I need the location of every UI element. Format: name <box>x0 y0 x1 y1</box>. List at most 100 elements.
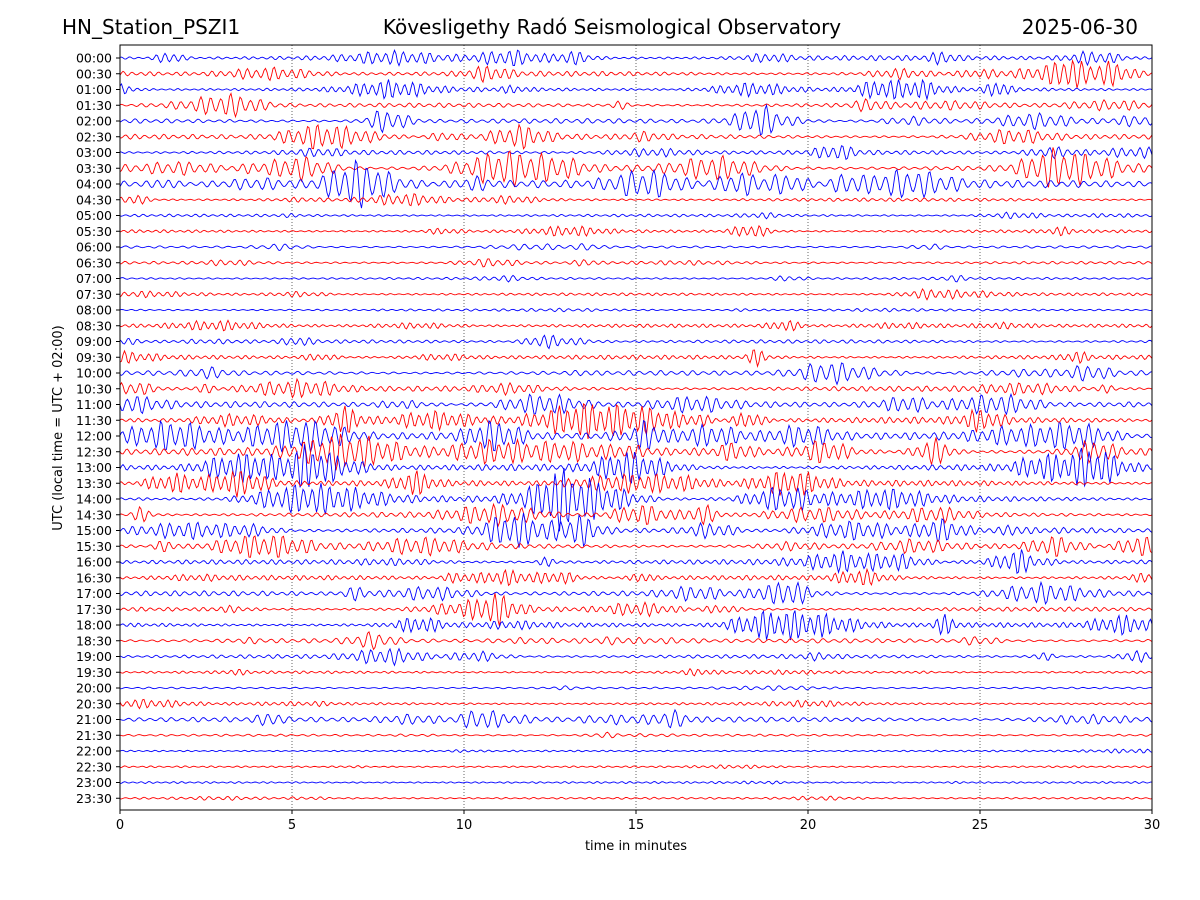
trace-0100 <box>119 78 1153 101</box>
y-tick-label-8: 04:00 <box>76 177 112 192</box>
y-tick-label-6: 03:00 <box>76 145 112 160</box>
x-tick-label-6: 30 <box>1144 818 1161 833</box>
trace-2300 <box>119 780 1153 785</box>
trace-1630 <box>119 567 1153 587</box>
trace-0930 <box>119 349 1153 368</box>
y-tick-label-11: 05:30 <box>76 224 112 239</box>
trace-2200 <box>119 748 1153 754</box>
y-tick-label-18: 09:00 <box>76 334 112 349</box>
y-tick-label-5: 02:30 <box>76 129 112 144</box>
trace-0800 <box>119 307 1153 313</box>
trace-0230 <box>119 123 1153 150</box>
trace-2130 <box>119 731 1153 739</box>
y-tick-label-15: 07:30 <box>76 287 112 302</box>
trace-1200 <box>119 419 1153 453</box>
record-date: 2025-06-30 <box>1021 15 1138 39</box>
y-tick-label-35: 17:30 <box>76 602 112 617</box>
trace-1500 <box>119 512 1153 548</box>
station-name: HN_Station_PSZI1 <box>62 15 241 39</box>
y-tick-label-33: 16:30 <box>76 570 112 585</box>
y-tick-label-14: 07:00 <box>76 271 112 286</box>
y-tick-label-28: 14:00 <box>76 492 112 507</box>
y-axis: 00:0000:3001:0001:3002:0002:3003:0003:30… <box>76 51 120 806</box>
y-tick-label-24: 12:00 <box>76 429 112 444</box>
y-tick-label-27: 13:30 <box>76 476 112 491</box>
y-tick-label-42: 21:00 <box>76 712 112 727</box>
trace-1300 <box>119 444 1153 488</box>
y-tick-label-40: 20:00 <box>76 681 112 696</box>
trace-1800 <box>119 609 1153 641</box>
y-tick-label-10: 05:00 <box>76 208 112 223</box>
x-axis-label: time in minutes <box>585 839 687 854</box>
trace-0830 <box>119 319 1153 332</box>
trace-0730 <box>119 287 1153 301</box>
trace-1030 <box>119 377 1153 399</box>
trace-1130 <box>119 402 1153 440</box>
y-tick-label-31: 15:30 <box>76 539 112 554</box>
trace-1700 <box>119 580 1153 606</box>
y-tick-label-20: 10:00 <box>76 366 112 381</box>
trace-0530 <box>119 224 1153 238</box>
trace-0500 <box>119 211 1153 220</box>
trace-1330 <box>119 470 1153 498</box>
trace-0000 <box>119 49 1153 67</box>
x-tick-label-4: 20 <box>800 818 817 833</box>
y-tick-label-12: 06:00 <box>76 240 112 255</box>
trace-1100 <box>119 392 1153 416</box>
trace-1000 <box>119 362 1153 386</box>
y-tick-label-25: 12:30 <box>76 444 112 459</box>
trace-1600 <box>119 549 1153 575</box>
trace-0700 <box>119 274 1153 283</box>
y-tick-label-1: 00:30 <box>76 66 112 81</box>
y-tick-label-17: 08:30 <box>76 318 112 333</box>
trace-0430 <box>119 193 1153 207</box>
y-tick-label-13: 06:30 <box>76 255 112 270</box>
trace-1930 <box>119 667 1153 677</box>
y-tick-label-47: 23:30 <box>76 791 112 806</box>
trace-2230 <box>119 764 1153 770</box>
y-tick-label-4: 02:00 <box>76 114 112 129</box>
x-axis: 0 5 10 15 20 25 30 <box>116 810 1160 833</box>
trace-2030 <box>119 698 1153 710</box>
y-tick-label-45: 22:30 <box>76 759 112 774</box>
observatory-title: Kövesligethy Radó Seismological Observat… <box>382 15 842 39</box>
trace-1230 <box>119 433 1153 471</box>
y-tick-label-26: 13:00 <box>76 460 112 475</box>
y-tick-label-30: 15:00 <box>76 523 112 538</box>
y-tick-label-44: 22:00 <box>76 744 112 759</box>
x-tick-label-3: 15 <box>628 818 645 833</box>
y-axis-label: UTC (local time = UTC + 02:00) <box>51 325 66 530</box>
y-tick-label-41: 20:30 <box>76 696 112 711</box>
trace-0130 <box>119 92 1153 119</box>
trace-0600 <box>119 242 1153 252</box>
x-tick-label-2: 10 <box>456 818 473 833</box>
trace-0300 <box>119 145 1153 161</box>
y-tick-label-9: 04:30 <box>76 192 112 207</box>
trace-0630 <box>119 258 1153 268</box>
x-tick-label-5: 25 <box>972 818 989 833</box>
y-tick-label-21: 10:30 <box>76 381 112 396</box>
y-tick-label-38: 19:00 <box>76 649 112 664</box>
trace-1900 <box>119 647 1153 667</box>
trace-0200 <box>119 103 1153 136</box>
trace-1430 <box>119 502 1153 528</box>
y-tick-label-16: 08:00 <box>76 303 112 318</box>
trace-0900 <box>119 334 1153 350</box>
seismic-traces <box>119 49 1153 801</box>
trace-0400 <box>119 158 1153 209</box>
y-tick-label-34: 17:00 <box>76 586 112 601</box>
y-tick-label-37: 18:30 <box>76 633 112 648</box>
y-tick-label-7: 03:30 <box>76 161 112 176</box>
y-tick-label-29: 14:30 <box>76 507 112 522</box>
x-tick-label-0: 0 <box>116 818 124 833</box>
trace-0030 <box>119 59 1153 89</box>
trace-2100 <box>119 708 1153 729</box>
trace-0330 <box>119 147 1153 188</box>
y-tick-label-2: 01:00 <box>76 82 112 97</box>
y-tick-label-36: 18:00 <box>76 618 112 633</box>
y-tick-label-0: 00:00 <box>76 51 112 66</box>
trace-1530 <box>119 535 1153 558</box>
trace-2330 <box>119 795 1153 801</box>
trace-1400 <box>119 468 1153 532</box>
trace-1830 <box>119 631 1153 651</box>
